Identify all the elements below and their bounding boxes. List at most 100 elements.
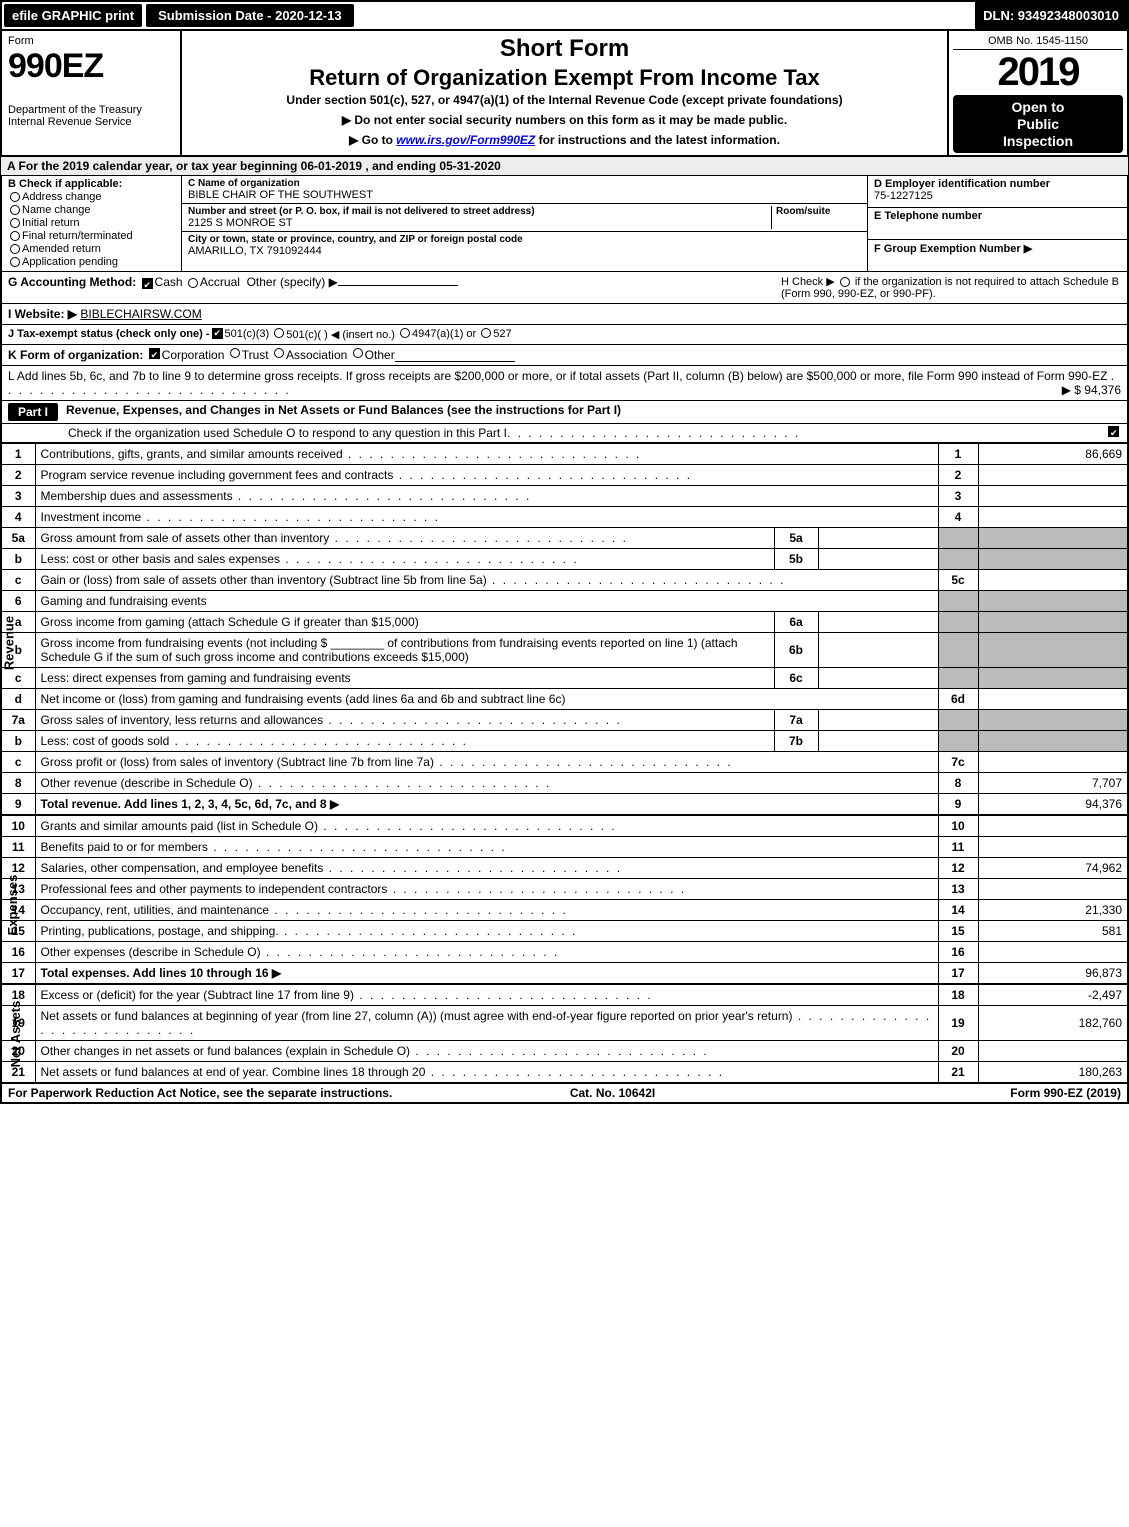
- B-name-change[interactable]: Name change: [8, 204, 175, 216]
- l12-desc: Salaries, other compensation, and employ…: [41, 861, 623, 875]
- revenue-vlabel: Revenue: [2, 616, 17, 670]
- J-o4: 527: [493, 328, 511, 341]
- inspection-badge: Open to Public Inspection: [953, 95, 1123, 153]
- part1-title: Revenue, Expenses, and Changes in Net As…: [66, 403, 621, 417]
- l15-desc: Printing, publications, postage, and shi…: [41, 924, 578, 938]
- K-trust-radio[interactable]: [230, 348, 240, 358]
- l6c-desc: Less: direct expenses from gaming and fu…: [35, 668, 774, 689]
- B-final-return[interactable]: Final return/terminated: [8, 230, 175, 242]
- l12-amt: 74,962: [978, 858, 1128, 879]
- H-text3: (Form 990, 990-EZ, or 990-PF).: [781, 288, 936, 300]
- badge-line2: Public: [955, 116, 1121, 133]
- l16-rnum: 16: [938, 942, 978, 963]
- K-o1: Corporation: [162, 348, 225, 362]
- G-accrual-radio[interactable]: [188, 278, 198, 288]
- B-initial-return[interactable]: Initial return: [8, 217, 175, 229]
- l3-rnum: 3: [938, 486, 978, 507]
- lineA-mid: , and ending: [365, 159, 439, 173]
- line-10: 10 Grants and similar amounts paid (list …: [1, 816, 1128, 837]
- line-12: 12Salaries, other compensation, and empl…: [1, 858, 1128, 879]
- K-corp-cb[interactable]: [149, 348, 160, 359]
- line-2: 2 Program service revenue including gove…: [1, 465, 1128, 486]
- l5a-subval: [818, 528, 938, 549]
- l5c-rnum: 5c: [938, 570, 978, 591]
- lineA-end: 05-31-2020: [439, 159, 500, 173]
- l11-rnum: 11: [938, 837, 978, 858]
- l7a-num: 7a: [1, 710, 35, 731]
- l17-num: 17: [1, 963, 35, 984]
- line-7c: c Gross profit or (loss) from sales of i…: [1, 752, 1128, 773]
- H-text1: H Check ▶: [781, 276, 838, 288]
- line-A: A For the 2019 calendar year, or tax yea…: [0, 157, 1129, 176]
- footer-mid: Cat. No. 10642I: [570, 1086, 655, 1100]
- B-application-pending[interactable]: Application pending: [8, 256, 175, 268]
- l2-num: 2: [1, 465, 35, 486]
- l10-desc: Grants and similar amounts paid (list in…: [41, 819, 617, 833]
- G-cash: Cash: [155, 275, 183, 289]
- l9-num: 9: [1, 794, 35, 815]
- line-15: 15Printing, publications, postage, and s…: [1, 921, 1128, 942]
- J-4947-radio[interactable]: [400, 328, 410, 338]
- line-8: 8 Other revenue (describe in Schedule O)…: [1, 773, 1128, 794]
- l10-num: 10: [1, 816, 35, 837]
- l5b-sublabel: 5b: [774, 549, 818, 570]
- l8-num: 8: [1, 773, 35, 794]
- form-header: Form 990EZ Department of the Treasury In…: [0, 31, 1129, 157]
- submission-date: Submission Date - 2020-12-13: [146, 4, 354, 27]
- line-6c: c Less: direct expenses from gaming and …: [1, 668, 1128, 689]
- l6c-subval: [818, 668, 938, 689]
- K-other-radio[interactable]: [353, 348, 363, 358]
- efile-print-button[interactable]: efile GRAPHIC print: [4, 4, 142, 27]
- l16-amt: [978, 942, 1128, 963]
- l7c-rnum: 7c: [938, 752, 978, 773]
- l6a-rnum: [938, 612, 978, 633]
- line-6d: d Net income or (loss) from gaming and f…: [1, 689, 1128, 710]
- l6b-desc: Gross income from fundraising events (no…: [35, 633, 774, 668]
- L-text: L Add lines 5b, 6c, and 7b to line 9 to …: [8, 369, 1107, 383]
- l5b-desc: Less: cost or other basis and sales expe…: [41, 552, 579, 566]
- G-block: G Accounting Method: Cash Accrual Other …: [8, 275, 781, 300]
- K-assoc-radio[interactable]: [274, 348, 284, 358]
- l7b-rnum: [938, 731, 978, 752]
- J-501c-radio[interactable]: [274, 328, 284, 338]
- H-block: H Check ▶ if the organization is not req…: [781, 275, 1121, 300]
- row-J: J Tax-exempt status (check only one) - 5…: [0, 325, 1129, 345]
- C-city-row: City or town, state or province, country…: [182, 232, 867, 259]
- J-501c3-cb[interactable]: [212, 328, 223, 339]
- l6c-rnum: [938, 668, 978, 689]
- form-label: Form: [8, 35, 174, 47]
- l17-desc: Total expenses. Add lines 10 through 16 …: [41, 966, 282, 980]
- l6b-amt: [978, 633, 1128, 668]
- l5c-desc: Gain or (loss) from sale of assets other…: [41, 573, 786, 587]
- l18-rnum: 18: [938, 985, 978, 1006]
- l13-rnum: 13: [938, 879, 978, 900]
- B-address-change[interactable]: Address change: [8, 191, 175, 203]
- l17-amt: 96,873: [978, 963, 1128, 984]
- expenses-section: Expenses 10Grants and similar amounts pa…: [0, 815, 1129, 984]
- l6a-amt: [978, 612, 1128, 633]
- J-527-radio[interactable]: [481, 328, 491, 338]
- line-16: 16Other expenses (describe in Schedule O…: [1, 942, 1128, 963]
- l7a-rnum: [938, 710, 978, 731]
- l6c-num: c: [1, 668, 35, 689]
- line-14: 14Occupancy, rent, utilities, and mainte…: [1, 900, 1128, 921]
- l7a-desc: Gross sales of inventory, less returns a…: [41, 713, 622, 727]
- I-value[interactable]: BIBLECHAIRSW.COM: [80, 307, 201, 321]
- line-13: 13Professional fees and other payments t…: [1, 879, 1128, 900]
- H-radio[interactable]: [840, 277, 850, 287]
- l14-desc: Occupancy, rent, utilities, and maintena…: [41, 903, 568, 917]
- l3-num: 3: [1, 486, 35, 507]
- irs-link[interactable]: www.irs.gov/Form990EZ: [396, 133, 535, 147]
- l1-num: 1: [1, 444, 35, 465]
- top-bar: efile GRAPHIC print Submission Date - 20…: [0, 0, 1129, 31]
- part1-checkbox[interactable]: [1108, 426, 1119, 437]
- l4-rnum: 4: [938, 507, 978, 528]
- l18-desc: Excess or (deficit) for the year (Subtra…: [41, 988, 653, 1002]
- page-footer: For Paperwork Reduction Act Notice, see …: [0, 1083, 1129, 1104]
- l1-rnum: 1: [938, 444, 978, 465]
- G-cash-checkbox[interactable]: [142, 278, 153, 289]
- K-o3: Association: [286, 348, 347, 362]
- B-amended-return[interactable]: Amended return: [8, 243, 175, 255]
- l15-amt: 581: [978, 921, 1128, 942]
- l7c-amt: [978, 752, 1128, 773]
